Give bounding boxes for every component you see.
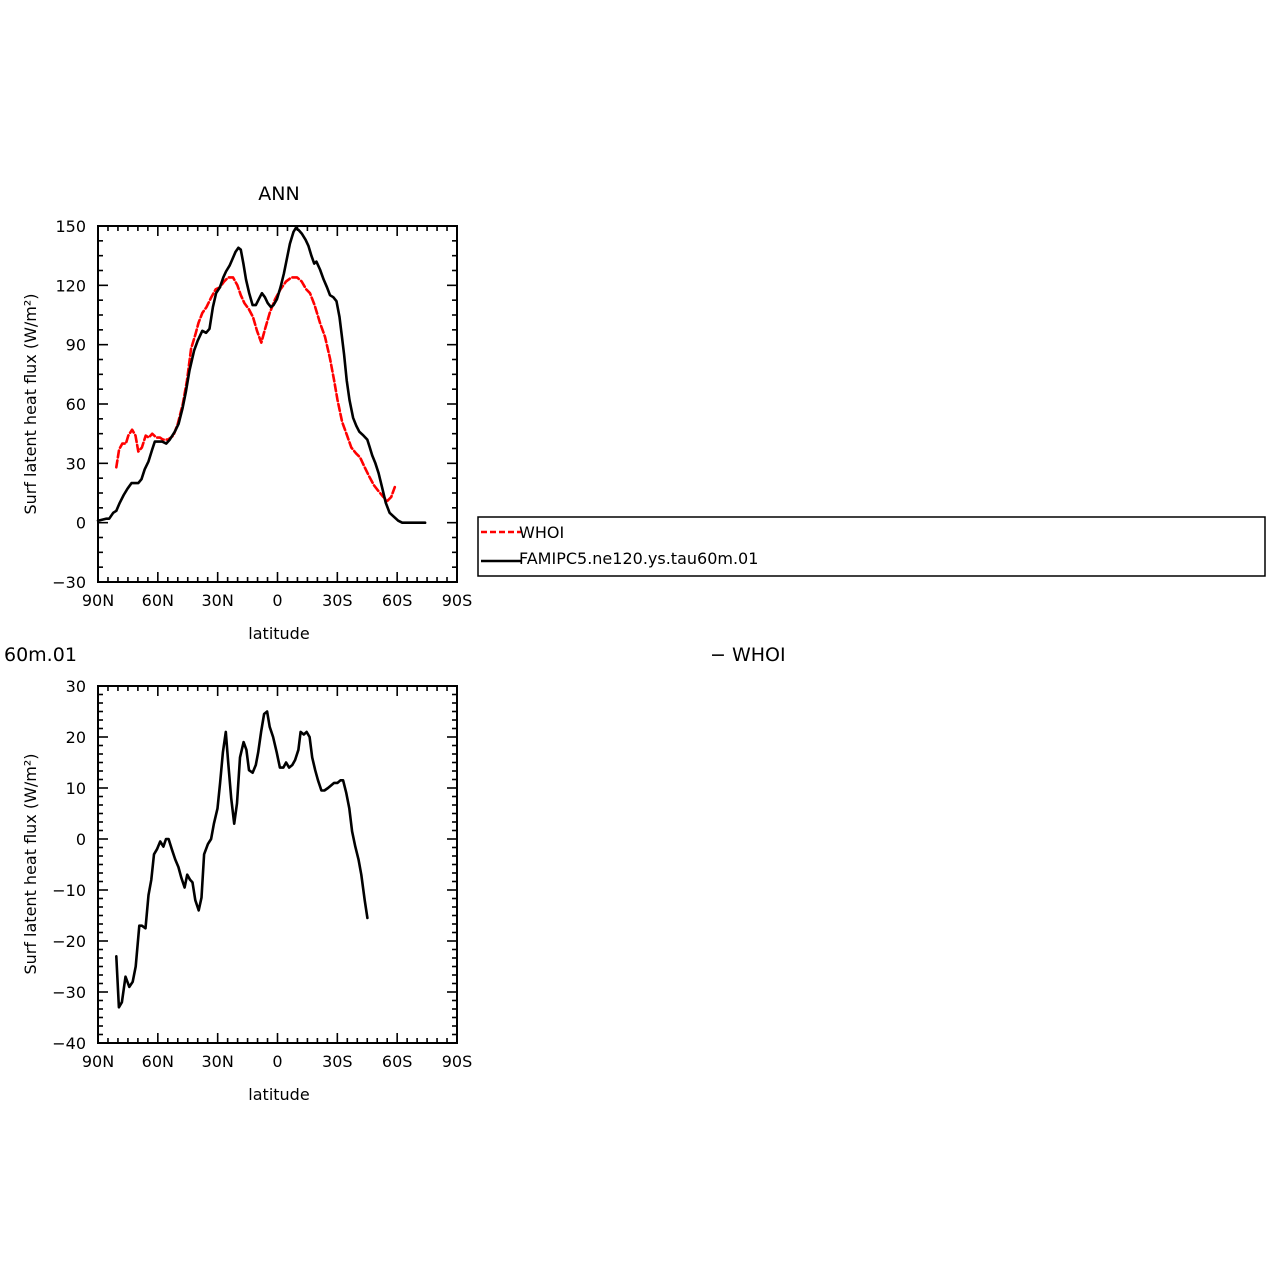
top-chart-xtick-label: 90N [82, 591, 114, 610]
top-chart-frame [97, 225, 458, 583]
bottom-chart-ytick-label: −10 [52, 881, 86, 900]
bottom-line-chart: 60m.01 − WHOI Surf latent heat flux (W/m… [4, 644, 786, 1104]
top-chart-ytick-label: 30 [66, 454, 86, 473]
top-chart-ytick-label: 60 [66, 395, 86, 414]
top-chart-ylabel: Surf latent heat flux (W/m²) [21, 293, 40, 514]
top-chart-title: ANN [258, 183, 299, 205]
top-chart-ticks [97, 225, 458, 583]
top-chart-ytick-label: 150 [55, 217, 86, 236]
top-chart-xtick-label: 60S [382, 591, 413, 610]
top-chart-legend: WHOI FAMIPC5.ne120.ys.tau60m.01 [477, 516, 1266, 577]
top-chart-xtick-label: 30S [322, 591, 353, 610]
top-chart-plot-area [96, 226, 427, 524]
bottom-chart-xtick-label: 30N [202, 1052, 234, 1071]
top-chart-ytick-label: 90 [66, 336, 86, 355]
top-line-chart: ANN Surf latent heat flux (W/m²) latitud… [21, 183, 472, 643]
bottom-chart-title-left: 60m.01 [4, 644, 77, 666]
bottom-chart-plot-area [115, 710, 369, 1009]
bottom-chart-xtick-label: 30S [322, 1052, 353, 1071]
bottom-chart-ytick-label: −40 [52, 1034, 86, 1053]
top-chart-xtick-label: 30N [202, 591, 234, 610]
bottom-chart-ytick-label: 10 [66, 779, 86, 798]
bottom-chart-ytick-label: −30 [52, 983, 86, 1002]
top-chart-series-famipc5-ne120-ys-tau60m-01-line [96, 226, 427, 524]
bottom-chart-xtick-label: 60S [382, 1052, 413, 1071]
bottom-chart-ytick-label: 0 [76, 830, 86, 849]
legend-box [477, 516, 1266, 577]
bottom-chart-ytick-label: 30 [66, 677, 86, 696]
top-chart-xtick-label: 60N [142, 591, 174, 610]
bottom-chart-series-difference-line [115, 710, 369, 1009]
bottom-chart-frame [97, 685, 458, 1044]
bottom-chart-xtick-label: 90N [82, 1052, 114, 1071]
top-chart-tick-labels: 90N 60N 30N 0 30S 60S 90S −30 0 30 60 90 120 150 [52, 217, 472, 610]
bottom-chart-ytick-label: −20 [52, 932, 86, 951]
bottom-chart-ytick-label: 20 [66, 728, 86, 747]
top-chart-ytick-label: −30 [52, 573, 86, 592]
bottom-chart-xtick-label: 90S [442, 1052, 473, 1071]
legend-label-whoi: WHOI [519, 523, 564, 542]
bottom-chart-ylabel: Surf latent heat flux (W/m²) [21, 753, 40, 974]
top-chart-xlabel: latitude [248, 624, 309, 643]
bottom-chart-xtick-label: 60N [142, 1052, 174, 1071]
bottom-chart-xlabel: latitude [248, 1085, 309, 1104]
bottom-chart-tick-labels: 90N 60N 30N 0 30S 60S 90S −40 −30 −20 −10 0 10 20 30 [52, 677, 472, 1071]
top-chart-ytick-label: 0 [76, 514, 86, 533]
top-chart-ytick-label: 120 [55, 276, 86, 295]
bottom-chart-xtick-label: 0 [272, 1052, 282, 1071]
top-chart-series-whoi-line [115, 276, 397, 503]
top-chart-xtick-label: 90S [442, 591, 473, 610]
legend-label-model: FAMIPC5.ne120.ys.tau60m.01 [519, 549, 758, 568]
top-chart-xtick-label: 0 [272, 591, 282, 610]
bottom-chart-title-right: − WHOI [710, 644, 786, 666]
